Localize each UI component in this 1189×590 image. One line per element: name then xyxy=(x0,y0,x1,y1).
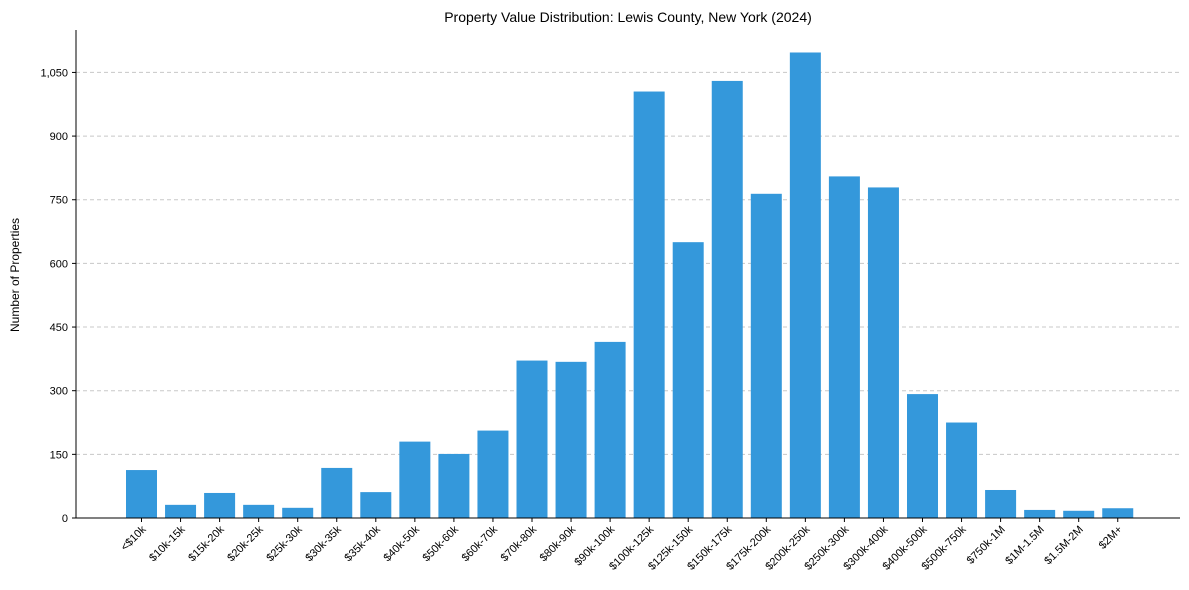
x-tick-label: <$10k xyxy=(119,523,149,553)
x-tick-label: $2M+ xyxy=(1097,524,1125,552)
x-tick-label: $10k-15k xyxy=(147,523,188,564)
x-tick-label: $15k-20k xyxy=(186,523,227,564)
x-tick-label: $1M-1.5M xyxy=(1003,524,1047,568)
bar xyxy=(243,504,275,518)
bar xyxy=(907,394,938,518)
bar xyxy=(165,504,197,518)
bar xyxy=(282,507,314,518)
bars xyxy=(126,52,1134,519)
y-tick-label: 300 xyxy=(50,386,68,398)
y-tick-label: 1,050 xyxy=(40,67,68,79)
x-tick-label: $35k-40k xyxy=(342,523,383,564)
bar xyxy=(360,492,392,518)
bar xyxy=(946,422,978,518)
bar xyxy=(1024,509,1056,518)
bar xyxy=(633,91,665,519)
y-ticks: 0 150 300 450 600 750 900 1,050 xyxy=(40,67,76,525)
bar xyxy=(126,470,157,518)
bar xyxy=(438,453,470,518)
bar xyxy=(867,187,899,518)
y-axis-label: Number of Properties xyxy=(8,218,22,332)
bar xyxy=(711,80,743,518)
y-tick-label: 750 xyxy=(50,195,68,207)
x-tick-label: $750k-1M xyxy=(965,524,1008,567)
bar xyxy=(1102,508,1134,518)
bar xyxy=(321,467,353,518)
x-tick-label: $1.5M-2M xyxy=(1042,524,1086,568)
x-tick-label: $50k-60k xyxy=(421,523,462,564)
y-tick-label: 450 xyxy=(50,322,68,334)
bar xyxy=(555,361,587,518)
bar xyxy=(516,360,548,518)
bar xyxy=(789,52,821,518)
bar xyxy=(985,489,1017,518)
bar xyxy=(750,193,782,518)
x-tick-label: $25k-30k xyxy=(264,523,305,564)
bar xyxy=(1063,510,1095,518)
chart-title: Property Value Distribution: Lewis Count… xyxy=(444,9,812,25)
bar xyxy=(672,242,704,518)
x-tick-label: $60k-70k xyxy=(460,523,501,564)
y-tick-label: 150 xyxy=(50,449,68,461)
bar xyxy=(399,441,431,518)
y-tick-label: 900 xyxy=(50,131,68,143)
bar xyxy=(828,176,860,518)
x-tick-label: $20k-25k xyxy=(225,523,266,564)
x-tick-label: $70k-80k xyxy=(499,523,540,564)
x-tick-label: $80k-90k xyxy=(538,523,579,564)
gridlines xyxy=(76,71,1180,455)
x-tick-label: $30k-35k xyxy=(303,523,344,564)
x-tick-label: $40k-50k xyxy=(381,523,422,564)
bar xyxy=(594,341,626,518)
bar xyxy=(477,430,509,518)
bar xyxy=(204,492,236,518)
y-tick-label: 600 xyxy=(50,258,68,270)
y-tick-label: 0 xyxy=(62,513,68,525)
x-ticks: <$10k$10k-15k$15k-20k$20k-25k$25k-30k$30… xyxy=(119,518,1125,573)
